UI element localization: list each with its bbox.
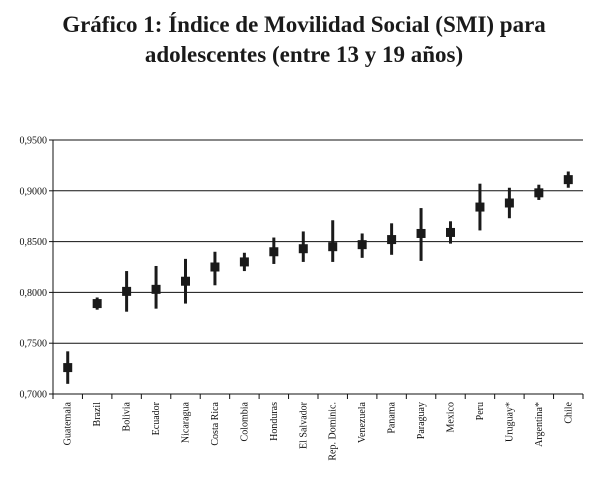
data-point	[151, 284, 161, 294]
chart-title: Gráfico 1: Índice de Movilidad Social (S…	[0, 10, 608, 70]
x-tick-label: Argentina*	[534, 402, 545, 447]
chart-title-line-2: adolescentes (entre 13 y 19 años)	[144, 42, 464, 67]
data-point	[269, 247, 279, 257]
data-point	[387, 235, 397, 245]
x-tick-label: Chile	[563, 401, 574, 423]
x-tick-label: Costa Rica	[210, 401, 221, 445]
chart-title-line-1: Gráfico 1: Índice de Movilidad Social (S…	[62, 12, 546, 37]
data-point	[181, 276, 190, 286]
x-tick-label: Uruguay*	[504, 402, 515, 442]
data-point	[122, 286, 132, 296]
x-tick-label: Venezuela	[357, 401, 368, 443]
data-point	[563, 175, 573, 185]
data-point	[92, 299, 102, 309]
data-point	[446, 227, 455, 237]
y-tick-label: 0,7500	[20, 339, 48, 350]
y-tick-label: 0,9500	[20, 136, 48, 147]
y-tick-label: 0,9000	[20, 186, 48, 197]
data-point	[475, 202, 485, 212]
x-tick-label: Mexico	[446, 402, 457, 433]
data-point	[210, 262, 220, 272]
y-tick-label: 0,8500	[20, 237, 48, 248]
x-tick-label: Brazil	[92, 402, 103, 427]
y-tick-label: 0,7000	[20, 390, 48, 401]
x-tick-label: Paraguay	[416, 402, 427, 439]
data-point	[328, 242, 338, 252]
x-tick-label: Ecuador	[151, 401, 162, 435]
x-tick-label: Bolivia	[122, 401, 133, 431]
x-tick-label: Panama	[387, 401, 398, 433]
x-tick-label: El Salvador	[298, 401, 309, 449]
data-point	[534, 188, 544, 198]
data-point	[357, 240, 367, 250]
x-tick-label: Honduras	[269, 402, 280, 441]
y-tick-label: 0,8000	[20, 288, 48, 299]
x-tick-label: Peru	[475, 402, 486, 420]
x-tick-label: Rep. Dominic.	[328, 402, 339, 461]
data-point	[63, 363, 73, 373]
x-tick-label: Guatemala	[63, 401, 74, 445]
data-point	[298, 244, 308, 254]
data-point	[416, 228, 426, 238]
x-tick-label: Colombia	[239, 401, 250, 441]
data-point	[504, 198, 514, 208]
x-tick-label: Nicaragua	[181, 401, 192, 443]
data-point	[239, 257, 249, 267]
